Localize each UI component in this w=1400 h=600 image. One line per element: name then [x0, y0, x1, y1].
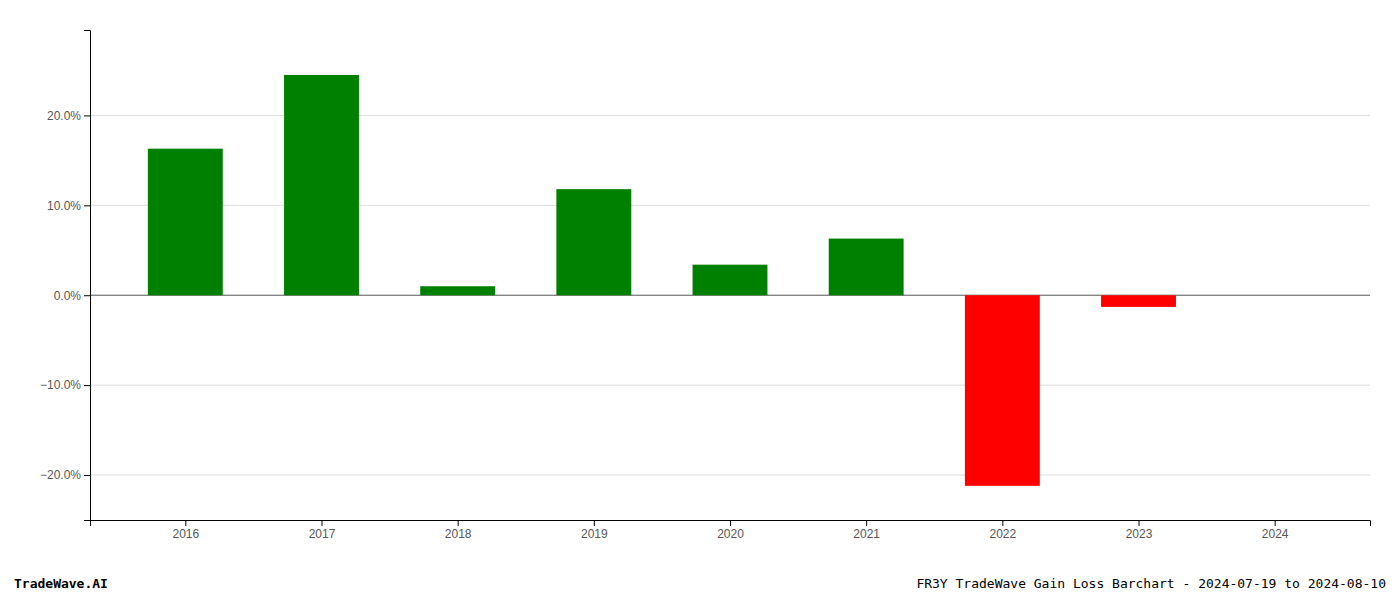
x-tick-mark: [185, 520, 186, 526]
y-axis: −20.0% −10.0% 0.0% 10.0% 20.0%: [40, 31, 91, 521]
y-tick: 20.0%: [47, 109, 90, 123]
x-tick: 2017: [309, 520, 336, 541]
x-tick: 2024: [1262, 520, 1289, 541]
y-tick-mark: [84, 295, 90, 296]
x-axis: 2016 2017 2018 2019 2020 2021 2022 2023 2024: [91, 520, 1371, 541]
x-tick: 2021: [853, 520, 880, 541]
x-tick: 2023: [1126, 520, 1153, 541]
x-tick-label: 2020: [717, 527, 744, 541]
x-tick-mark: [594, 520, 595, 526]
x-tick-label: 2017: [309, 527, 336, 541]
grid-line: [90, 115, 1370, 116]
x-tick-label: 2016: [172, 527, 199, 541]
x-tick-label: 2024: [1262, 527, 1289, 541]
x-tick-label: 2022: [989, 527, 1016, 541]
x-tick: 2016: [172, 520, 199, 541]
plot: −20.0%−10.0%0.0%10.0%20.0%20162017201820…: [40, 31, 1371, 541]
y-tick-label: 10.0%: [47, 199, 81, 213]
x-tick-mark: [730, 520, 731, 526]
footer-left: TradeWave.AI: [14, 576, 108, 591]
footer-right: FR3Y TradeWave Gain Loss Barchart - 2024…: [916, 576, 1386, 591]
y-tick: −20.0%: [40, 468, 90, 482]
x-tick: 2022: [989, 520, 1016, 541]
x-tick: 2018: [445, 520, 472, 541]
x-tick-mark: [1139, 520, 1140, 526]
grid-line: [90, 475, 1370, 476]
y-tick: 0.0%: [54, 289, 90, 303]
y-axis-line: [84, 31, 91, 521]
x-tick-label: 2021: [853, 527, 880, 541]
y-tick-label: −20.0%: [40, 468, 81, 482]
grid-line: [90, 205, 1370, 206]
bar: [556, 189, 631, 295]
x-tick-mark: [1275, 520, 1276, 526]
x-tick-mark: [458, 520, 459, 526]
x-tick-mark: [1002, 520, 1003, 526]
bar: [420, 286, 495, 295]
y-tick-label: −10.0%: [40, 378, 81, 392]
x-tick-label: 2019: [581, 527, 608, 541]
x-tick-label: 2018: [445, 527, 472, 541]
y-tick: 10.0%: [47, 199, 90, 213]
y-tick-mark: [84, 385, 90, 386]
bars: [148, 75, 1176, 486]
y-tick-mark: [84, 205, 90, 206]
bar: [829, 239, 904, 296]
x-tick-mark: [321, 520, 322, 526]
chart: −20.0%−10.0%0.0%10.0%20.0%20162017201820…: [0, 0, 1400, 600]
bar: [1101, 295, 1176, 307]
bar: [693, 265, 768, 296]
grid-line: [90, 385, 1370, 386]
y-tick-label: 20.0%: [47, 109, 81, 123]
y-tick: −10.0%: [40, 378, 90, 392]
y-tick-label: 0.0%: [54, 289, 82, 303]
y-tick-mark: [84, 475, 90, 476]
bar: [148, 149, 223, 296]
bar: [1237, 295, 1312, 296]
x-axis-line: [91, 521, 1371, 527]
x-tick-label: 2023: [1126, 527, 1153, 541]
x-tick: 2020: [717, 520, 744, 541]
bar: [284, 75, 359, 295]
x-tick: 2019: [581, 520, 608, 541]
y-tick-mark: [84, 115, 90, 116]
x-tick-mark: [866, 520, 867, 526]
grid: [90, 115, 1370, 475]
bar: [965, 295, 1040, 486]
